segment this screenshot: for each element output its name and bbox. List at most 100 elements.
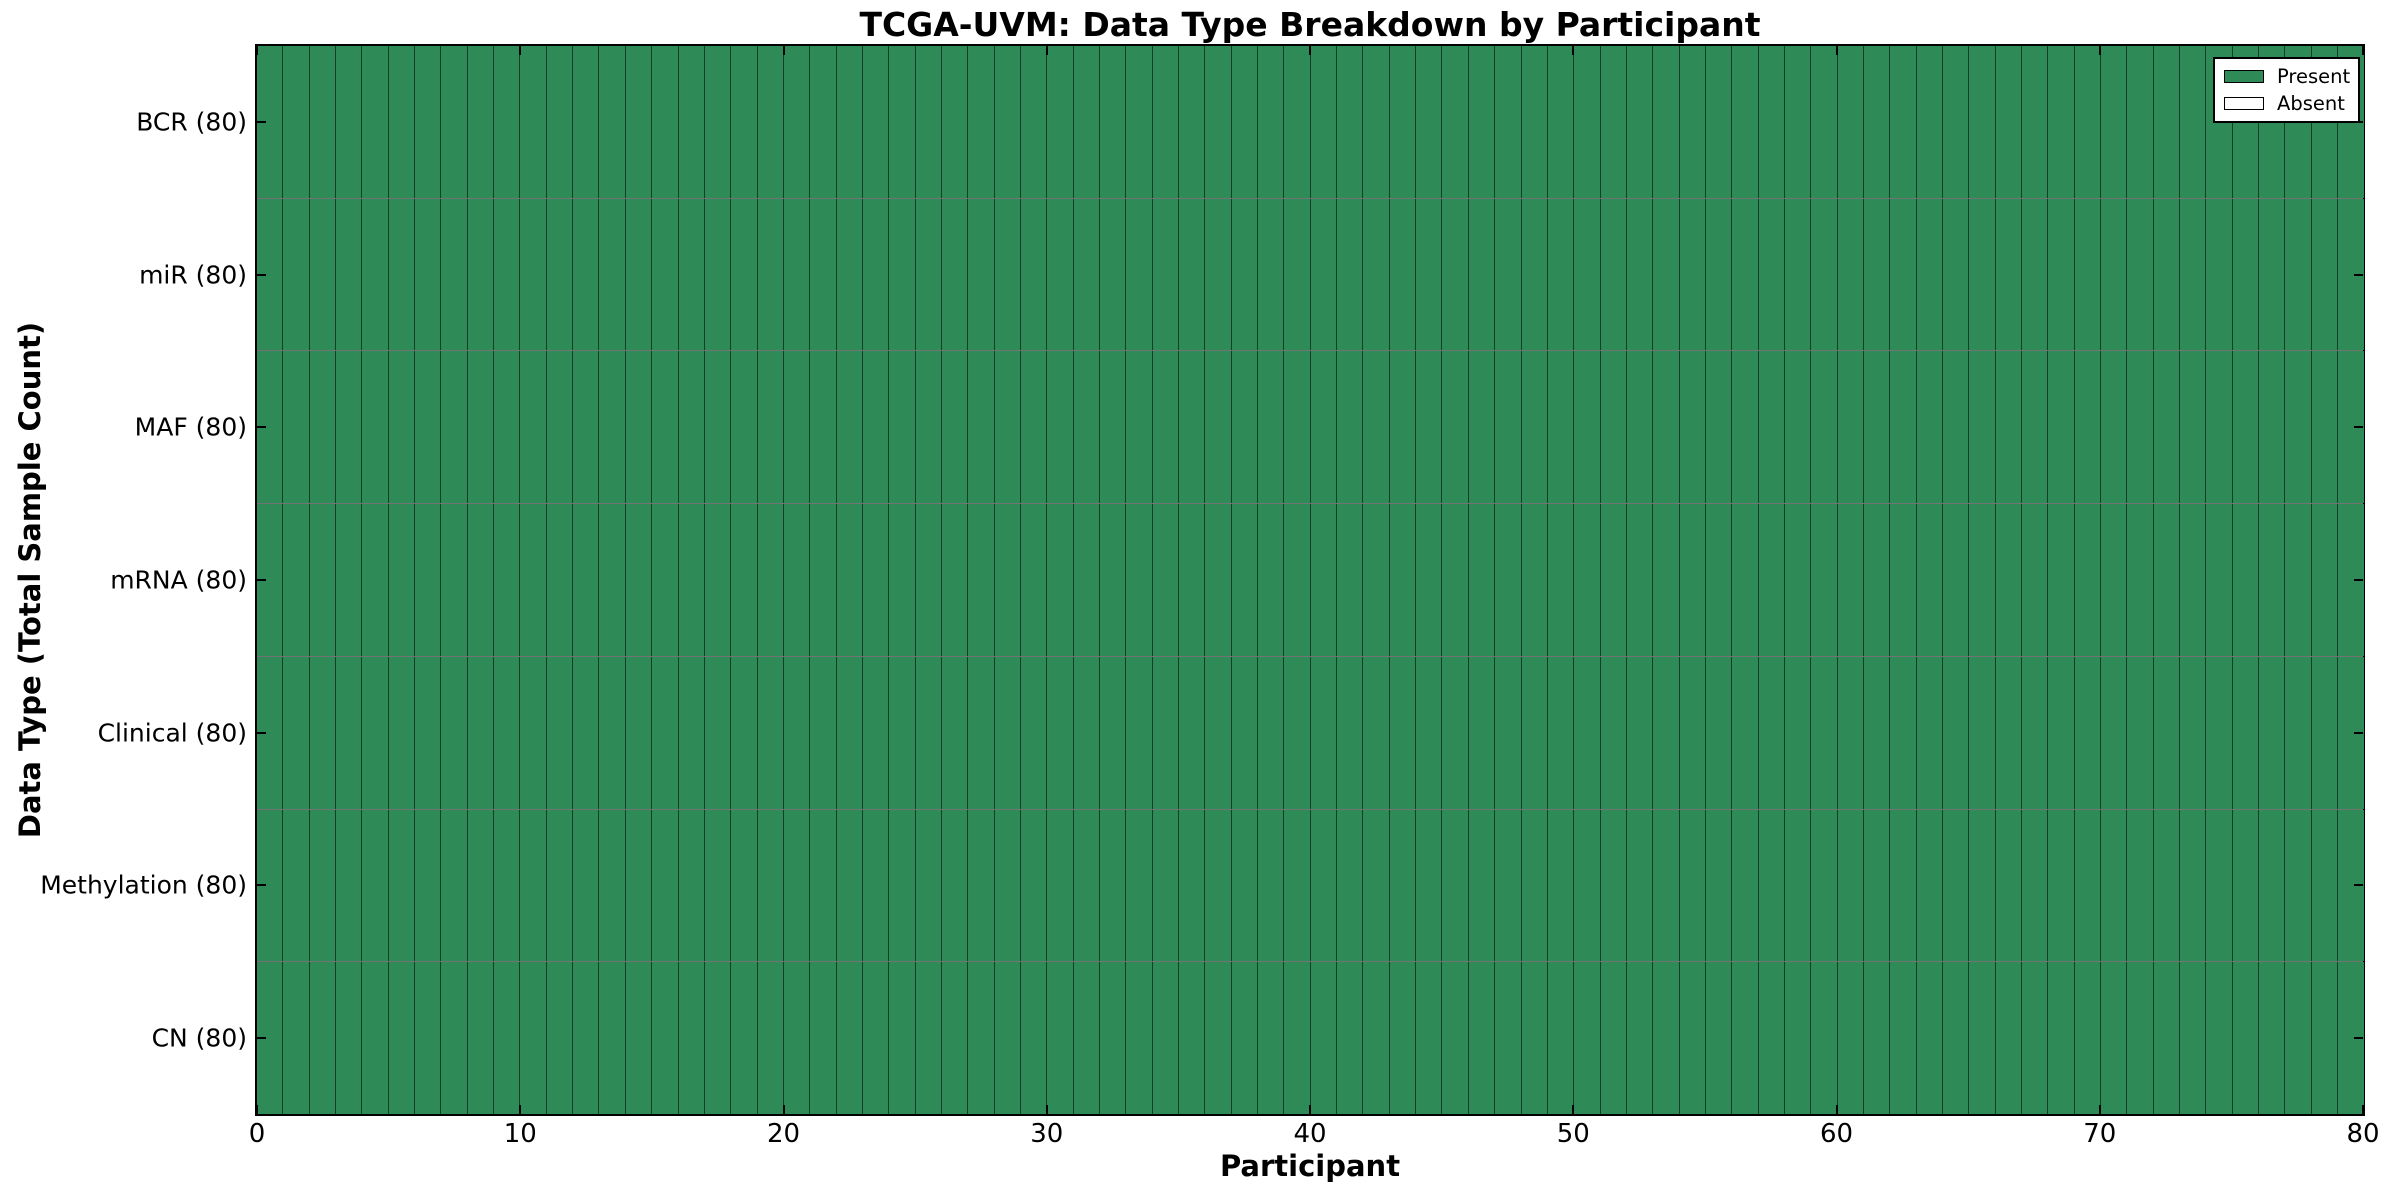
heatmap-cell [2206,962,2233,1115]
heatmap-cell [678,198,705,351]
heatmap-cell [1442,809,1469,962]
y-tick-label: mRNA (80) [110,565,247,595]
heatmap-cell [810,46,837,198]
heatmap-cell [915,962,942,1115]
heatmap-cell [1442,656,1469,809]
heatmap-cell [1863,46,1891,198]
heatmap-cell [441,656,468,809]
heatmap-cell [520,46,547,198]
heatmap-cell [283,46,310,198]
heatmap-cell [1495,46,1522,198]
heatmap-cell [1969,351,1996,504]
heatmap-cell [968,962,995,1115]
heatmap-cell [941,809,969,962]
heatmap-cell [1416,504,1443,656]
x-tick-label: 0 [248,1119,266,1149]
heatmap-cell [336,962,363,1115]
heatmap-cell [2180,504,2207,656]
heatmap-cell [1758,809,1785,962]
heatmap-row-miR [257,198,2364,352]
heatmap-cell [836,504,863,656]
heatmap-cell [520,198,547,351]
heatmap-cell [1363,504,1390,656]
chart-title: TCGA-UVM: Data Type Breakdown by Partici… [859,5,1761,44]
heatmap-cell [1600,504,1627,656]
heatmap-cell [783,351,811,504]
heatmap-cell [810,809,837,962]
heatmap-cell [1784,504,1812,656]
heatmap-cell [1495,198,1522,351]
heatmap-cell [494,46,521,198]
heatmap-cell [441,351,468,504]
heatmap-cell [704,504,732,656]
heatmap-cell [836,198,863,351]
heatmap-cell [1653,504,1680,656]
heatmap-cell [257,809,284,962]
heatmap-cell [1205,198,1232,351]
heatmap-cell [1126,809,1153,962]
heatmap-cell [2311,809,2339,962]
legend: Present Absent [2213,57,2360,123]
heatmap-cell [2338,809,2364,962]
heatmap-cell [441,198,468,351]
heatmap-cell [1916,198,1943,351]
heatmap-cell [1389,198,1417,351]
heatmap-cell [1653,351,1680,504]
heatmap-cell [1205,962,1232,1115]
heatmap-cell [1442,46,1469,198]
heatmap-cell [1995,198,2023,351]
heatmap-cell [2074,351,2102,504]
heatmap-cell [1179,351,1206,504]
heatmap-cell [2180,351,2207,504]
heatmap-cell [994,46,1021,198]
heatmap-cell [362,656,389,809]
heatmap-cell [494,504,521,656]
heatmap-cell [1890,46,1917,198]
heatmap-cell [915,198,942,351]
heatmap-cell [2101,809,2128,962]
heatmap-cell [1837,656,1864,809]
heatmap-cell [1073,656,1100,809]
heatmap-cell [2180,46,2207,198]
heatmap-cell [1943,198,1970,351]
heatmap-cell [2074,504,2102,656]
heatmap-cell [783,504,811,656]
heatmap-cell [2311,504,2339,656]
heatmap-cell [441,46,468,198]
heatmap-cell [862,809,890,962]
heatmap-cell [1995,656,2023,809]
heatmap-cell [731,504,758,656]
heatmap-cell [1679,504,1706,656]
heatmap-cell [1152,656,1180,809]
heatmap-cell [1020,962,1048,1115]
heatmap-cell [494,656,521,809]
heatmap-cell [1916,46,1943,198]
heatmap-cell [1653,46,1680,198]
heatmap-row-MAF [257,351,2364,505]
heatmap-cell [1363,962,1390,1115]
heatmap-cell [2285,809,2312,962]
heatmap-cell [309,656,337,809]
heatmap-cell [862,351,890,504]
heatmap-cell [1943,656,1970,809]
heatmap-cell [1705,351,1733,504]
heatmap-cell [1705,962,1733,1115]
heatmap-cell [2022,198,2049,351]
heatmap-cell [1890,962,1917,1115]
heatmap-cell [1995,504,2023,656]
heatmap-cell [1073,504,1100,656]
heatmap-cell [441,809,468,962]
heatmap-cell [941,962,969,1115]
heatmap-cell [836,962,863,1115]
present-swatch-icon [2224,70,2264,83]
heatmap-cell [1969,962,1996,1115]
heatmap-cell [2259,198,2286,351]
heatmap-cell [1574,504,1601,656]
heatmap-cell [2311,198,2339,351]
heatmap-cell [1679,351,1706,504]
heatmap-cell [2074,656,2102,809]
heatmap-cell [467,809,495,962]
heatmap-cell [1758,504,1785,656]
heatmap-cell [704,198,732,351]
heatmap-cell [1943,962,1970,1115]
